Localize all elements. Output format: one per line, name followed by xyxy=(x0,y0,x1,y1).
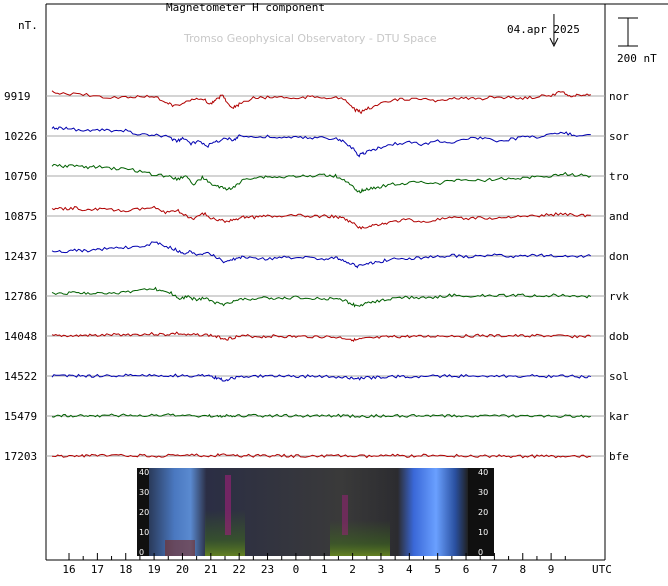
series-line-rvk xyxy=(51,286,592,308)
series-line-dob xyxy=(51,331,592,342)
station-label-don: don xyxy=(609,250,629,263)
inset-tick-right-0: 0 xyxy=(478,548,483,557)
station-label-tro: tro xyxy=(609,170,629,183)
x-tick-label-4: 4 xyxy=(406,563,413,576)
x-tick-label-21: 21 xyxy=(204,563,217,576)
series-line-and xyxy=(51,205,591,230)
baseline-label-tro: 10750 xyxy=(4,170,37,183)
scale-bar-label: 200 nT xyxy=(617,52,657,65)
baseline-value-labels: 9919 10226 10750 10875 12437 12786 14048 14522 1… xyxy=(4,90,37,463)
baselines xyxy=(46,95,605,457)
keogram-image xyxy=(149,468,468,556)
series-line-sol xyxy=(51,373,592,382)
scale-bar xyxy=(618,17,638,47)
x-tick-label-17: 17 xyxy=(91,563,104,576)
baseline-label-dob: 14048 xyxy=(4,330,37,343)
unit-label: nT. xyxy=(18,19,38,32)
inset-tick-right-40: 40 xyxy=(478,468,488,477)
baseline-label-kar: 15479 xyxy=(4,410,37,423)
inset-tick-left-20: 20 xyxy=(139,508,149,517)
inset-tick-right-20: 20 xyxy=(478,508,488,517)
inset-tick-right-10: 10 xyxy=(478,528,488,537)
inset-tick-left-40: 40 xyxy=(139,468,149,477)
x-tick-label-7: 7 xyxy=(491,563,498,576)
x-tick-label-22: 22 xyxy=(233,563,246,576)
x-tick-label-2: 2 xyxy=(349,563,356,576)
x-tick-label-9: 9 xyxy=(548,563,555,576)
baseline-label-sor: 10226 xyxy=(4,130,37,143)
station-label-kar: kar xyxy=(609,410,629,423)
x-axis-ticks: 16 17 18 19 20 21 22 23 0 1 2 3 4 5 6 7 8 9 xyxy=(62,553,566,576)
series-line-bfe xyxy=(51,452,591,459)
x-tick-label-18: 18 xyxy=(119,563,132,576)
inset-tick-left-10: 10 xyxy=(139,528,149,537)
station-label-dob: dob xyxy=(609,330,629,343)
station-label-rvk: rvk xyxy=(609,290,629,303)
station-label-sor: sor xyxy=(609,130,629,143)
x-tick-label-0: 0 xyxy=(293,563,300,576)
inset-tick-left-30: 30 xyxy=(139,488,149,497)
x-tick-label-16: 16 xyxy=(62,563,75,576)
station-label-and: and xyxy=(609,210,629,223)
series-line-nor xyxy=(51,90,591,115)
series-line-kar xyxy=(51,413,591,419)
baseline-label-rvk: 12786 xyxy=(4,290,37,303)
inset-tick-left-0: 0 xyxy=(139,548,144,557)
date-label: 04.apr 2025 xyxy=(507,23,580,36)
x-tick-label-8: 8 xyxy=(519,563,526,576)
station-label-sol: sol xyxy=(609,370,629,383)
x-tick-label-19: 19 xyxy=(147,563,160,576)
keogram-aurora-red xyxy=(165,540,195,556)
baseline-label-bfe: 17203 xyxy=(4,450,37,463)
baseline-label-don: 12437 xyxy=(4,250,37,263)
baseline-label-and: 10875 xyxy=(4,210,37,223)
keogram-aurora-magenta-2 xyxy=(342,495,348,535)
x-tick-label-23: 23 xyxy=(261,563,274,576)
now-marker-arrow xyxy=(549,14,559,48)
x-axis-unit: UTC xyxy=(592,563,612,576)
station-labels: nor sor tro and don rvk dob sol kar bfe xyxy=(609,90,629,463)
x-tick-label-20: 20 xyxy=(176,563,189,576)
series-line-don xyxy=(51,241,592,269)
station-label-nor: nor xyxy=(609,90,629,103)
series-line-tro xyxy=(51,163,592,194)
chart-title: Magnetometer H component xyxy=(166,1,325,14)
series-line-sor xyxy=(51,126,591,158)
x-tick-label-1: 1 xyxy=(321,563,328,576)
x-tick-label-3: 3 xyxy=(378,563,385,576)
station-label-bfe: bfe xyxy=(609,450,629,463)
inset-tick-right-30: 30 xyxy=(478,488,488,497)
keogram-aurora-green-2 xyxy=(330,520,390,556)
x-tick-label-5: 5 xyxy=(434,563,441,576)
series-lines xyxy=(51,90,592,459)
keogram-inset: 40 40 30 30 20 20 10 10 0 0 xyxy=(137,468,494,557)
x-tick-label-6: 6 xyxy=(463,563,470,576)
chart-subtitle: Tromso Geophysical Observatory - DTU Spa… xyxy=(183,32,437,45)
baseline-label-sol: 14522 xyxy=(4,370,37,383)
baseline-label-nor: 9919 xyxy=(4,90,31,103)
keogram-aurora-magenta-1 xyxy=(225,475,231,535)
